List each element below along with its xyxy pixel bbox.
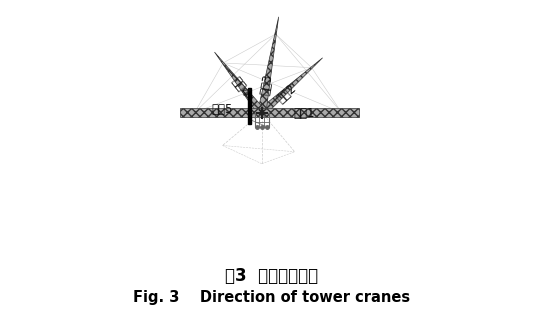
Text: 方位3: 方位3 [258, 73, 275, 96]
Polygon shape [180, 109, 359, 117]
Text: 方位5: 方位5 [212, 103, 233, 116]
Polygon shape [258, 17, 279, 111]
Polygon shape [261, 58, 323, 114]
Bar [248, 88, 251, 124]
Polygon shape [214, 52, 264, 114]
Text: 方位4: 方位4 [228, 75, 252, 100]
Text: 图3  塔臂方位示意: 图3 塔臂方位示意 [225, 267, 319, 285]
Text: Fig. 3    Direction of tower cranes: Fig. 3 Direction of tower cranes [133, 290, 411, 305]
Text: 方位1: 方位1 [293, 107, 315, 120]
Text: 方位2: 方位2 [275, 82, 299, 106]
